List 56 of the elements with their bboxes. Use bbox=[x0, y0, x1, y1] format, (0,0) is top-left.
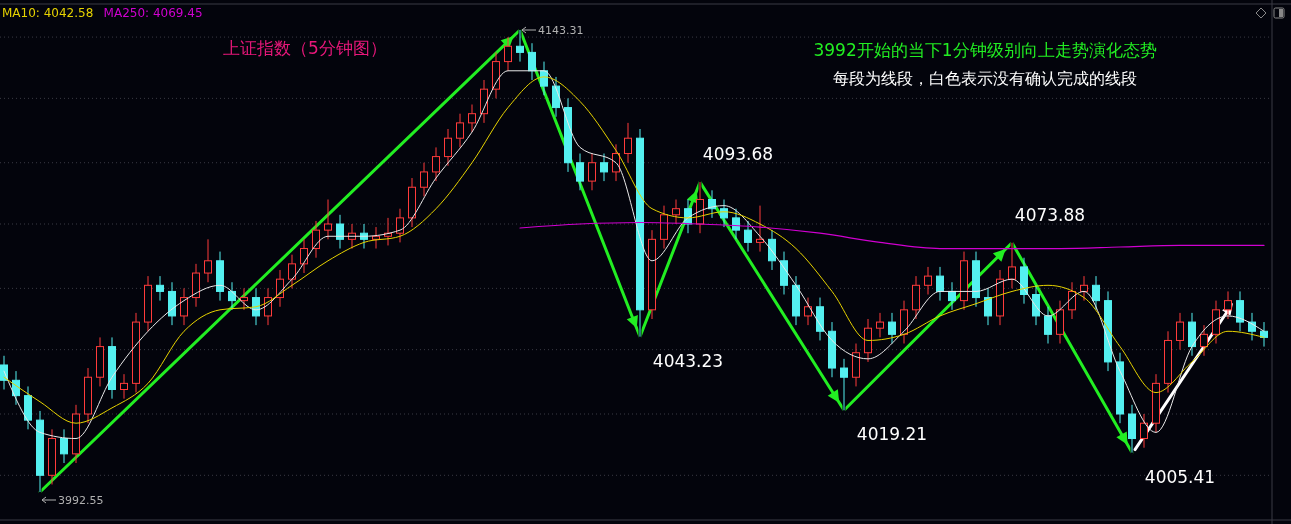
text: 3992开始的当下1分钟级别向上走势演化态势 bbox=[813, 40, 1157, 60]
data-label: 4073.88 bbox=[1014, 204, 1086, 225]
candlestick bbox=[180, 287, 188, 326]
candlestick bbox=[60, 428, 68, 464]
candlestick bbox=[984, 287, 992, 326]
candlestick bbox=[1092, 275, 1100, 311]
candlestick bbox=[468, 104, 476, 133]
candlestick bbox=[444, 128, 452, 167]
candlestick bbox=[456, 113, 464, 148]
candlestick bbox=[312, 220, 320, 259]
candlestick bbox=[936, 266, 944, 302]
candlestick bbox=[516, 29, 524, 63]
candlestick bbox=[720, 199, 728, 228]
candlestick bbox=[576, 153, 584, 191]
candlestick bbox=[324, 199, 332, 240]
candlestick bbox=[1236, 290, 1244, 332]
annotation: 每段为线段，白色表示没有确认完成的线段 bbox=[833, 69, 1137, 88]
candlestick bbox=[528, 42, 536, 81]
candlestick bbox=[888, 312, 896, 345]
candlestick bbox=[1200, 324, 1208, 357]
candlestick bbox=[204, 238, 212, 283]
data-label: 4143.31 bbox=[538, 24, 584, 37]
candlestick bbox=[756, 205, 764, 253]
candlestick bbox=[504, 36, 512, 72]
data-label: 4093.68 bbox=[702, 144, 774, 165]
candlestick bbox=[624, 122, 632, 164]
candlestick bbox=[600, 153, 608, 182]
candlestick bbox=[1044, 306, 1052, 345]
candlestick bbox=[240, 287, 248, 311]
candlestick bbox=[588, 153, 596, 191]
candlestick bbox=[1140, 413, 1148, 449]
data-label: 3992.55 bbox=[58, 494, 104, 507]
candlestick bbox=[336, 214, 344, 250]
candlestick bbox=[672, 199, 680, 225]
candlestick bbox=[300, 238, 308, 274]
text: MA250: 4069.45 bbox=[103, 6, 203, 20]
candlestick bbox=[924, 266, 932, 295]
candlestick bbox=[420, 162, 428, 197]
candlestick bbox=[432, 146, 440, 182]
candlestick bbox=[156, 275, 164, 302]
data-label: 4043.23 bbox=[652, 350, 724, 371]
candlestick bbox=[1008, 242, 1016, 289]
data-label: 4019.21 bbox=[856, 424, 928, 445]
candlestick bbox=[804, 297, 812, 326]
text: 上证指数（5分钟图） bbox=[223, 38, 387, 58]
candlestick bbox=[744, 220, 752, 253]
candlestick bbox=[120, 373, 128, 400]
text: MA10: 4042.58 bbox=[2, 6, 94, 20]
candlestick bbox=[1032, 284, 1040, 326]
candlestick bbox=[396, 208, 404, 243]
candlestick bbox=[840, 358, 848, 411]
candlestick bbox=[1176, 312, 1184, 351]
candlestick bbox=[732, 208, 740, 240]
candlestick bbox=[876, 312, 884, 338]
data-label: 4005.41 bbox=[1144, 466, 1216, 487]
candlestick bbox=[288, 254, 296, 289]
